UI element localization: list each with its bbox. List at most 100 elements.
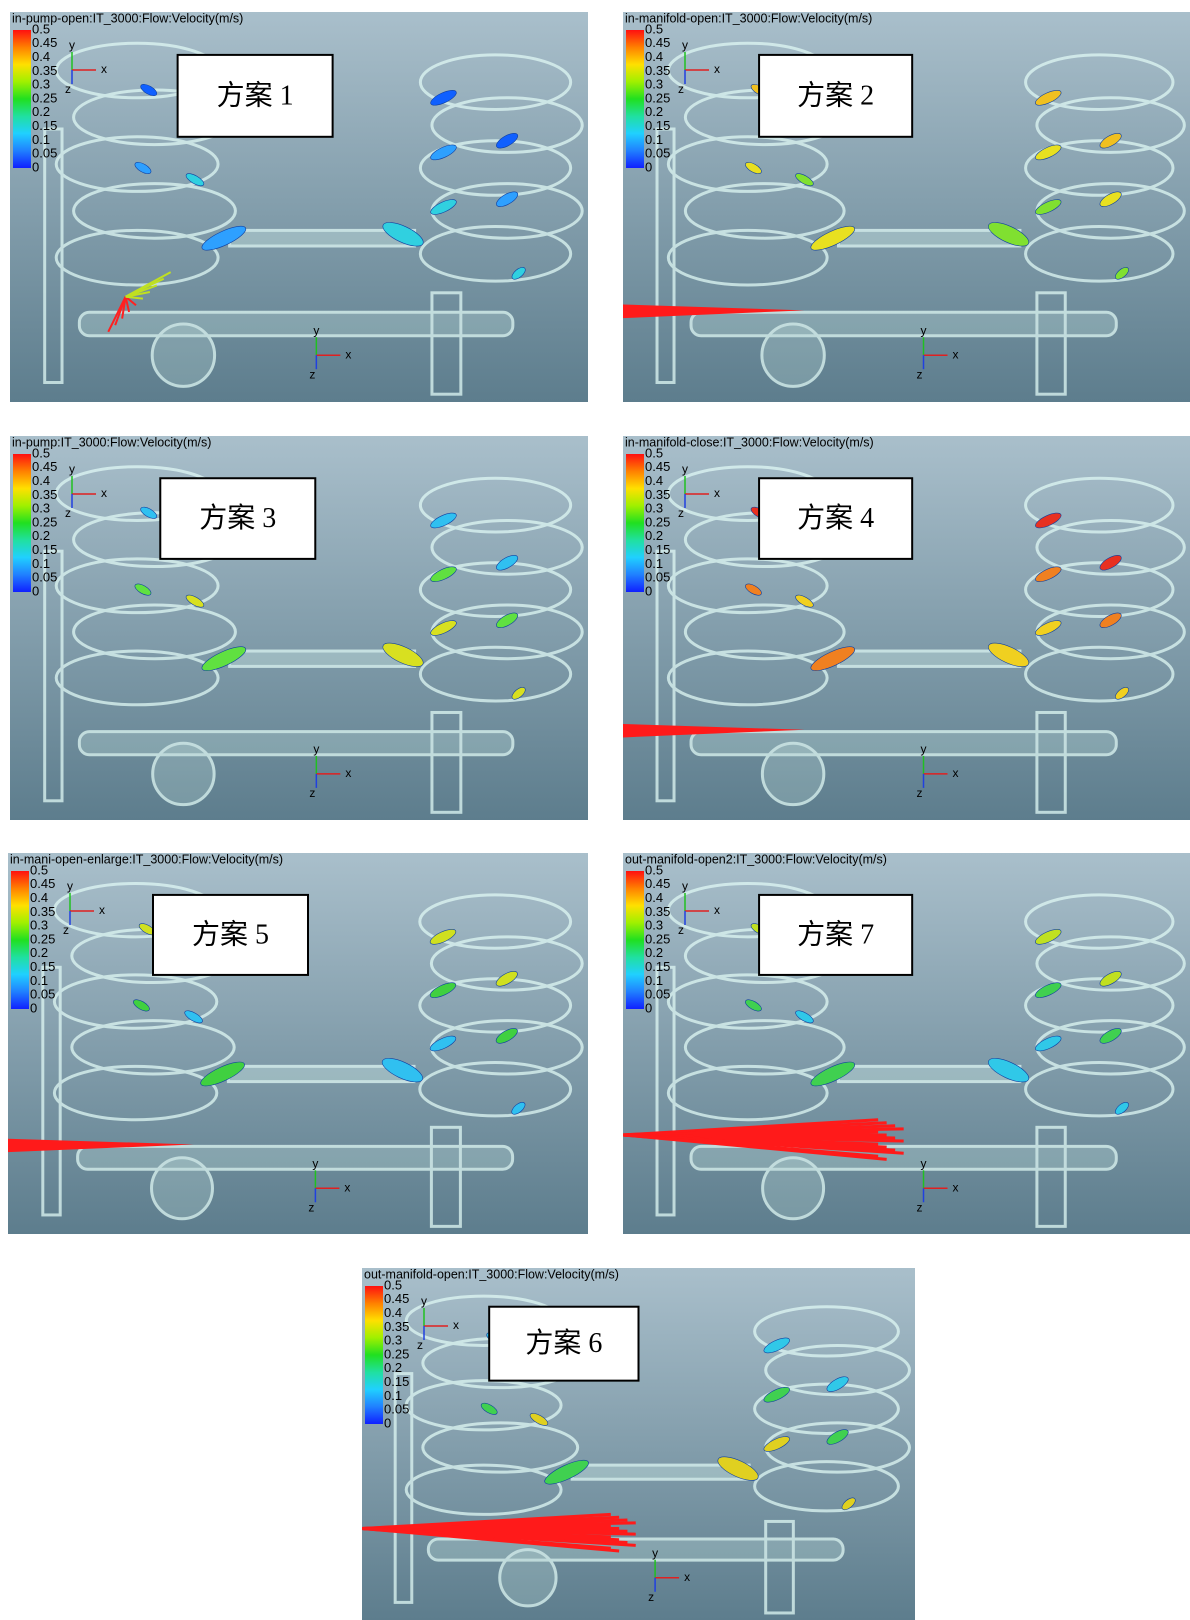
colorbar-label: 0	[645, 1000, 652, 1015]
colorbar-label: 0.1	[645, 132, 663, 147]
scheme-label: 方案 6	[525, 1327, 602, 1359]
axis-label: y	[652, 1546, 658, 1560]
simulation-panel: in-pump:IT_3000:Flow:Velocity(m/s)0.50.4…	[10, 436, 588, 820]
axis-label: y	[682, 462, 688, 476]
axis-label: z	[65, 82, 71, 96]
colorbar-label: 0.35	[645, 63, 670, 78]
simulation-panel: out-manifold-open2:IT_3000:Flow:Velocity…	[623, 853, 1190, 1234]
colorbar-label: 0.35	[32, 487, 57, 502]
colorbar-label: 0.35	[645, 487, 670, 502]
colorbar-label: 0.4	[645, 473, 663, 488]
panel-header: in-mani-open-enlarge:IT_3000:Flow:Veloci…	[10, 853, 283, 866]
axis-label: y	[69, 462, 75, 476]
axis-label: y	[69, 38, 75, 52]
simulation-panel: in-pump-open:IT_3000:Flow:Velocity(m/s)0…	[10, 12, 588, 402]
axis-label: z	[309, 786, 315, 800]
scheme-label: 方案 4	[797, 502, 874, 534]
colorbar-label: 0.25	[384, 1346, 409, 1361]
colorbar-label: 0.15	[32, 118, 57, 133]
axis-label: z	[917, 367, 923, 381]
axis-label: x	[345, 766, 351, 780]
colorbar-label: 0.2	[645, 104, 663, 119]
axis-label: x	[684, 1570, 690, 1584]
panel-canvas: out-manifold-open:IT_3000:Flow:Velocity(…	[362, 1268, 915, 1620]
colorbar-label: 0.15	[645, 959, 670, 974]
axis-label: y	[67, 879, 73, 893]
pump	[763, 1158, 824, 1219]
axis-label: x	[714, 62, 720, 76]
axis-label: x	[101, 62, 107, 76]
colorbar-label: 0.3	[32, 77, 50, 92]
colorbar-label: 0.15	[384, 1374, 409, 1389]
pump	[152, 324, 214, 386]
colorbar-label: 0.35	[32, 63, 57, 78]
colorbar-label: 0.4	[645, 49, 663, 64]
axis-label: x	[344, 1180, 350, 1194]
colorbar-label: 0.35	[30, 904, 55, 919]
colorbar-label: 0.2	[32, 104, 50, 119]
colorbar-label: 0.1	[645, 556, 663, 571]
colorbar	[13, 30, 31, 168]
figure: in-pump-open:IT_3000:Flow:Velocity(m/s)0…	[0, 0, 1190, 1620]
lower-pipe	[691, 312, 1116, 335]
colorbar-label: 0.3	[30, 918, 48, 933]
colorbar-label: 0.05	[645, 987, 670, 1002]
colorbar-label: 0.05	[645, 146, 670, 161]
colorbar-label: 0.15	[30, 959, 55, 974]
axis-label: y	[921, 1156, 927, 1170]
lower-pipe	[691, 732, 1116, 755]
colorbar-label: 0.2	[30, 945, 48, 960]
simulation-panel: out-manifold-open:IT_3000:Flow:Velocity(…	[362, 1268, 915, 1620]
axis-label: y	[313, 742, 319, 756]
colorbar-label: 0	[645, 583, 652, 598]
axis-label: z	[678, 506, 684, 520]
axis-label: x	[99, 903, 105, 917]
scheme-label: 方案 7	[797, 918, 874, 950]
axis-label: y	[921, 742, 927, 756]
panel-canvas: in-mani-open-enlarge:IT_3000:Flow:Veloci…	[8, 853, 588, 1234]
colorbar-label: 0.5	[645, 21, 663, 36]
axis-label: y	[421, 1294, 427, 1308]
colorbar-label: 0.45	[645, 459, 670, 474]
axis-label: z	[65, 506, 71, 520]
colorbar-label: 0.15	[32, 542, 57, 557]
colorbar-label: 0.45	[32, 459, 57, 474]
axis-label: z	[917, 1200, 923, 1214]
colorbar-label: 0.5	[32, 21, 50, 36]
pump	[152, 1158, 213, 1219]
colorbar-label: 0.25	[645, 514, 670, 529]
colorbar	[365, 1286, 383, 1424]
lower-pipe	[691, 1146, 1116, 1169]
colorbar-label: 0.4	[32, 49, 50, 64]
axis-label: x	[953, 766, 959, 780]
colorbar-label: 0.45	[384, 1291, 409, 1306]
axis-label: z	[678, 923, 684, 937]
axis-label: y	[682, 879, 688, 893]
scheme-label: 方案 2	[797, 79, 874, 111]
colorbar-label: 0.2	[384, 1360, 402, 1375]
colorbar-label: 0.1	[645, 973, 663, 988]
colorbar-label: 0.4	[384, 1305, 402, 1320]
scheme-label: 方案 5	[192, 918, 269, 950]
colorbar-label: 0.5	[32, 445, 50, 460]
colorbar-label: 0.25	[32, 90, 57, 105]
axis-label: x	[714, 903, 720, 917]
colorbar-label: 0.2	[645, 945, 663, 960]
colorbar-label: 0	[32, 583, 39, 598]
panel-canvas: out-manifold-open2:IT_3000:Flow:Velocity…	[623, 853, 1190, 1234]
axis-label: z	[648, 1590, 654, 1604]
simulation-panel: in-manifold-close:IT_3000:Flow:Velocity(…	[623, 436, 1190, 820]
colorbar-label: 0.25	[30, 931, 55, 946]
colorbar-label: 0.1	[32, 132, 50, 147]
colorbar-label: 0.5	[645, 862, 663, 877]
panel-canvas: in-manifold-close:IT_3000:Flow:Velocity(…	[623, 436, 1190, 820]
colorbar-label: 0	[384, 1415, 391, 1430]
colorbar-label: 0.2	[32, 528, 50, 543]
colorbar	[13, 454, 31, 592]
colorbar-label: 0.05	[645, 570, 670, 585]
colorbar-label: 0.45	[645, 35, 670, 50]
colorbar-label: 0	[30, 1000, 37, 1015]
axis-label: z	[309, 367, 315, 381]
colorbar-label: 0.5	[30, 862, 48, 877]
pump	[500, 1550, 556, 1606]
